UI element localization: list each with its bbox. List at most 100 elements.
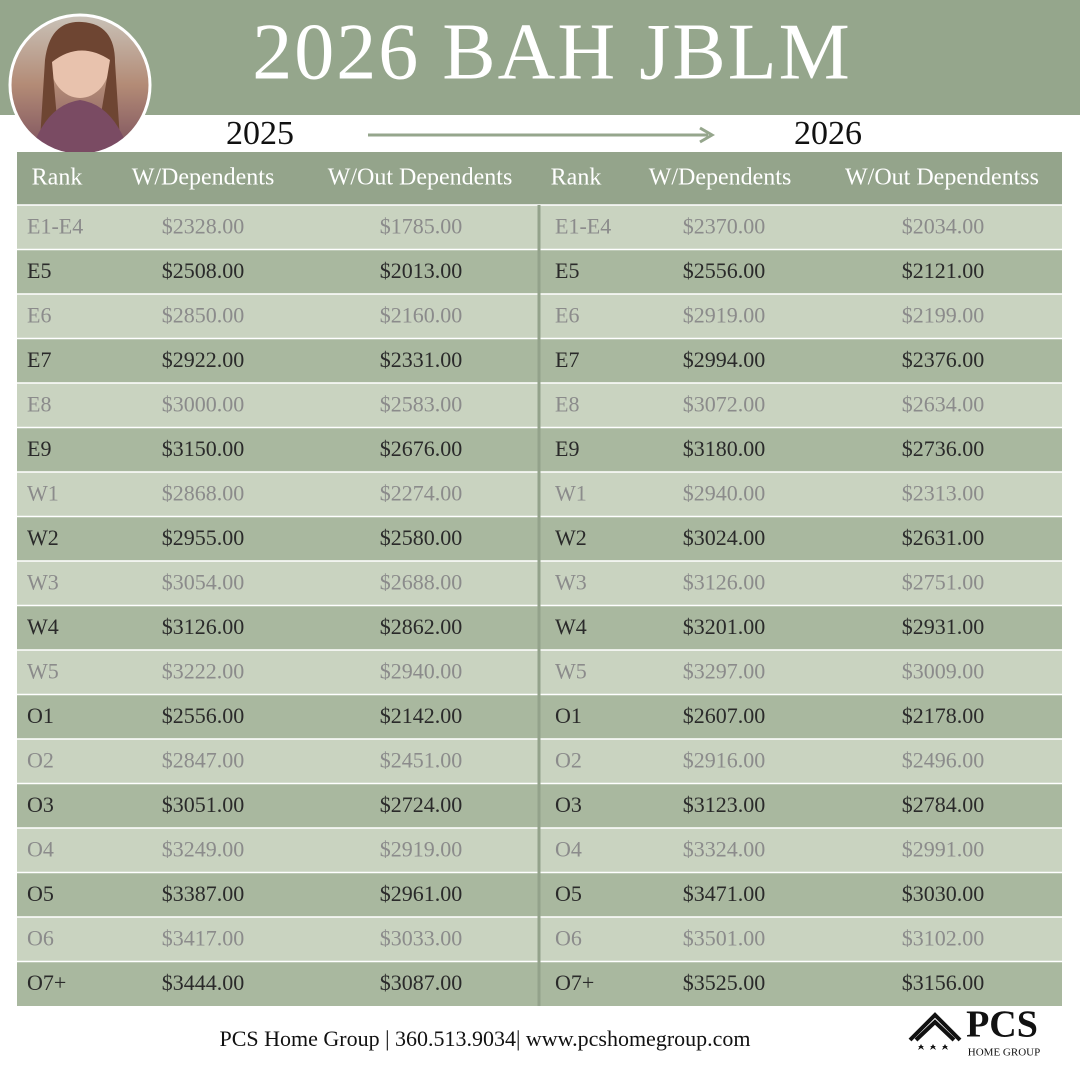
table-header: [17, 152, 1062, 205]
amount-cell: $3054.00: [162, 569, 245, 594]
rank-cell: O2: [555, 747, 582, 772]
amount-cell: $3156.00: [902, 970, 985, 995]
amount-cell: $3324.00: [683, 836, 766, 861]
amount-cell: $2580.00: [380, 525, 463, 550]
amount-cell: $2688.00: [380, 569, 463, 594]
amount-cell: $2940.00: [683, 480, 766, 505]
rank-cell: E6: [555, 302, 579, 327]
amount-cell: $3051.00: [162, 792, 245, 817]
column-header: W/Dependents: [649, 165, 792, 191]
amount-cell: $2631.00: [902, 525, 985, 550]
logo-sub: HOME GROUP: [968, 1047, 1040, 1059]
rank-cell: E7: [555, 347, 579, 372]
amount-cell: $2634.00: [902, 391, 985, 416]
amount-cell: $2862.00: [380, 614, 463, 639]
amount-cell: $2313.00: [902, 480, 985, 505]
amount-cell: $3087.00: [380, 970, 463, 995]
rank-cell: O1: [555, 703, 582, 728]
amount-cell: $2919.00: [380, 836, 463, 861]
amount-cell: $3072.00: [683, 391, 766, 416]
rank-cell: O5: [555, 881, 582, 906]
title: 2026 BAH JBLM: [252, 8, 851, 96]
amount-cell: $2961.00: [380, 881, 463, 906]
rank-cell: E8: [27, 391, 51, 416]
amount-cell: $1785.00: [380, 213, 463, 238]
column-header: W/Out Dependentss: [845, 165, 1039, 191]
rank-cell: E7: [27, 347, 51, 372]
rank-cell: W3: [555, 569, 587, 594]
rank-cell: O3: [555, 792, 582, 817]
column-header: Rank: [551, 165, 602, 191]
rank-cell: W2: [27, 525, 59, 550]
amount-cell: $2955.00: [162, 525, 245, 550]
amount-cell: $2784.00: [902, 792, 985, 817]
amount-cell: $2034.00: [902, 213, 985, 238]
rank-cell: E1-E4: [555, 213, 611, 238]
amount-cell: $2583.00: [380, 391, 463, 416]
rank-cell: W1: [555, 480, 587, 505]
amount-cell: $2991.00: [902, 836, 985, 861]
rank-cell: W1: [27, 480, 59, 505]
footer-contact: PCS Home Group | 360.513.9034| www.pcsho…: [219, 1026, 750, 1051]
amount-cell: $2376.00: [902, 347, 985, 372]
amount-cell: $2142.00: [380, 703, 463, 728]
amount-cell: $2916.00: [683, 747, 766, 772]
rank-cell: E6: [27, 302, 51, 327]
logo-name: PCS: [966, 1004, 1038, 1046]
amount-cell: $2331.00: [380, 347, 463, 372]
amount-cell: $2496.00: [902, 747, 985, 772]
year-from: 2025: [226, 115, 294, 152]
amount-cell: $2178.00: [902, 703, 985, 728]
amount-cell: $2994.00: [683, 347, 766, 372]
column-header: W/Out Dependents: [328, 165, 513, 191]
year-to: 2026: [794, 115, 862, 152]
amount-cell: $2736.00: [902, 436, 985, 461]
amount-cell: $2847.00: [162, 747, 245, 772]
rank-cell: W4: [27, 614, 59, 639]
amount-cell: $2121.00: [902, 258, 985, 283]
rank-cell: E5: [27, 258, 51, 283]
amount-cell: $2607.00: [683, 703, 766, 728]
amount-cell: $3030.00: [902, 881, 985, 906]
amount-cell: $3033.00: [380, 925, 463, 950]
rank-cell: W2: [555, 525, 587, 550]
rank-cell: E1-E4: [27, 213, 83, 238]
amount-cell: $2451.00: [380, 747, 463, 772]
rank-cell: O3: [27, 792, 54, 817]
amount-cell: $3444.00: [162, 970, 245, 995]
rank-cell: E5: [555, 258, 579, 283]
amount-cell: $3123.00: [683, 792, 766, 817]
rank-cell: O4: [27, 836, 54, 861]
amount-cell: $3525.00: [683, 970, 766, 995]
column-header: W/Dependents: [132, 165, 275, 191]
rank-cell: E8: [555, 391, 579, 416]
amount-cell: $3222.00: [162, 658, 245, 683]
rank-cell: O4: [555, 836, 582, 861]
rank-cell: E9: [27, 436, 51, 461]
amount-cell: $2274.00: [380, 480, 463, 505]
amount-cell: $3180.00: [683, 436, 766, 461]
title-band: [0, 0, 1080, 115]
amount-cell: $2850.00: [162, 302, 245, 327]
amount-cell: $3102.00: [902, 925, 985, 950]
amount-cell: $2724.00: [380, 792, 463, 817]
amount-cell: $3009.00: [902, 658, 985, 683]
amount-cell: $2940.00: [380, 658, 463, 683]
amount-cell: $3297.00: [683, 658, 766, 683]
amount-cell: $2922.00: [162, 347, 245, 372]
amount-cell: $3000.00: [162, 391, 245, 416]
rank-cell: W4: [555, 614, 587, 639]
amount-cell: $3501.00: [683, 925, 766, 950]
profile-photo: [10, 15, 150, 155]
amount-cell: $3126.00: [683, 569, 766, 594]
rank-cell: E9: [555, 436, 579, 461]
amount-cell: $3387.00: [162, 881, 245, 906]
amount-cell: $2919.00: [683, 302, 766, 327]
logo: PCS HOME GROUP: [908, 1004, 1040, 1059]
amount-cell: $2508.00: [162, 258, 245, 283]
amount-cell: $3417.00: [162, 925, 245, 950]
amount-cell: $2556.00: [162, 703, 245, 728]
amount-cell: $2751.00: [902, 569, 985, 594]
rank-cell: O1: [27, 703, 54, 728]
